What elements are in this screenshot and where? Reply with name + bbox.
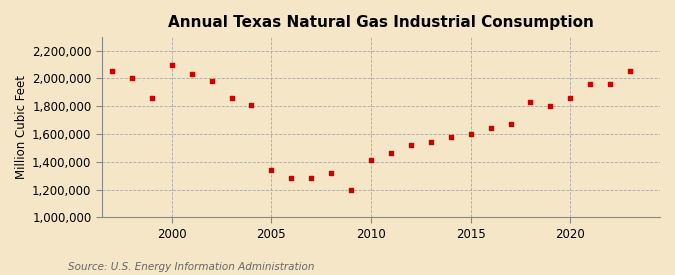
Point xyxy=(186,72,197,76)
Point xyxy=(346,187,356,192)
Point xyxy=(166,62,177,67)
Point xyxy=(226,96,237,100)
Point xyxy=(465,132,476,136)
Point xyxy=(605,82,616,86)
Text: Source: U.S. Energy Information Administration: Source: U.S. Energy Information Administ… xyxy=(68,262,314,272)
Point xyxy=(366,158,377,163)
Point xyxy=(146,96,157,100)
Point xyxy=(505,122,516,127)
Point xyxy=(525,100,536,104)
Point xyxy=(565,96,576,100)
Point xyxy=(246,103,256,107)
Point xyxy=(485,126,496,131)
Point xyxy=(406,143,416,147)
Y-axis label: Million Cubic Feet: Million Cubic Feet xyxy=(15,75,28,179)
Point xyxy=(107,69,117,74)
Point xyxy=(126,76,137,81)
Point xyxy=(624,69,635,74)
Point xyxy=(306,176,317,181)
Point xyxy=(266,168,277,172)
Point xyxy=(206,79,217,83)
Point xyxy=(425,140,436,144)
Point xyxy=(385,151,396,156)
Point xyxy=(585,82,595,86)
Point xyxy=(326,171,337,175)
Title: Annual Texas Natural Gas Industrial Consumption: Annual Texas Natural Gas Industrial Cons… xyxy=(168,15,594,30)
Point xyxy=(446,134,456,139)
Point xyxy=(545,104,556,108)
Point xyxy=(286,176,297,181)
